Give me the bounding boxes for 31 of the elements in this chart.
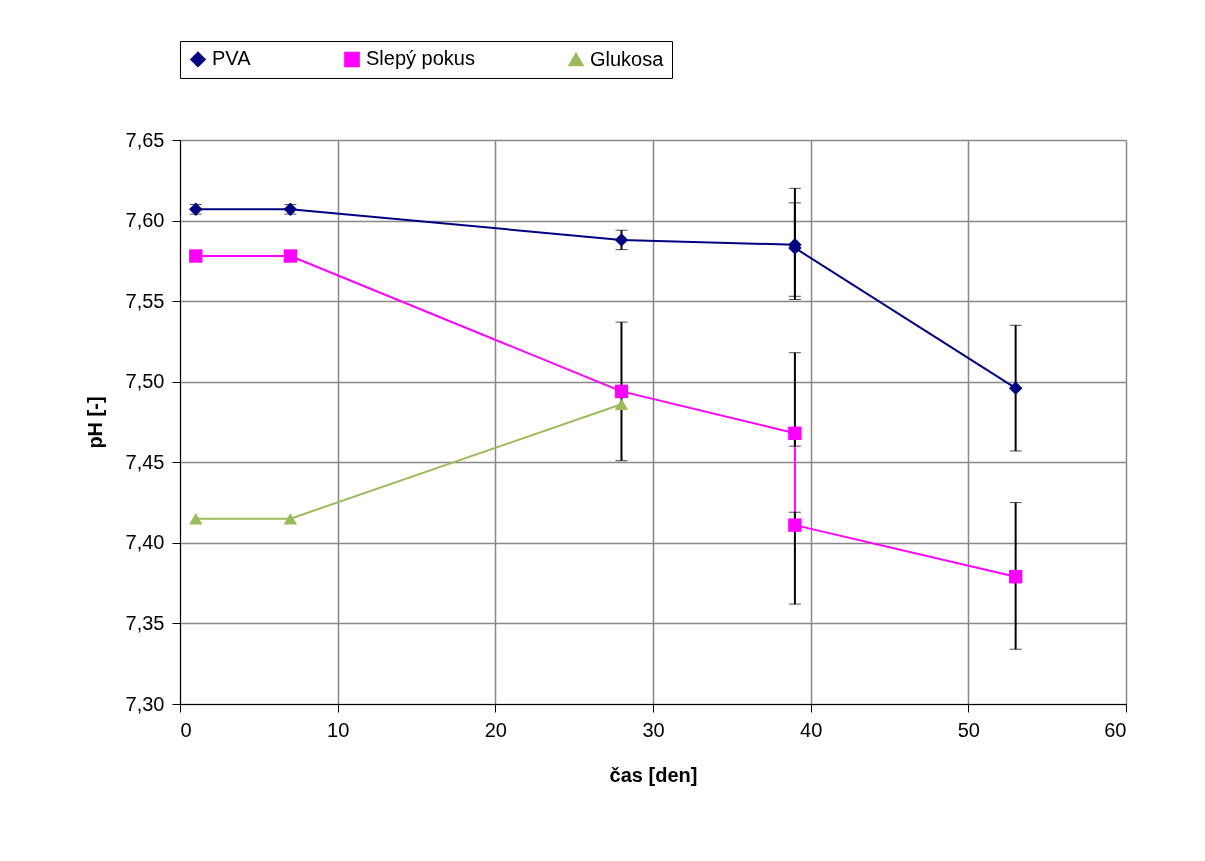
y-tick-label: 7,30: [125, 692, 165, 715]
point: [189, 512, 203, 525]
point: [283, 249, 298, 263]
point: [283, 512, 298, 525]
x-tick-label: 60: [1104, 718, 1127, 741]
y-tick-label: 7,55: [125, 289, 165, 312]
x-tick-label: 50: [957, 718, 980, 741]
x-tick-label: 0: [180, 718, 192, 741]
point: [614, 384, 629, 399]
x-tick-label: 10: [327, 718, 350, 741]
y-axis-title: pH [-]: [83, 396, 106, 449]
point: [788, 426, 802, 440]
y-tick-label: 7,40: [125, 531, 165, 554]
point: [1008, 569, 1023, 584]
point: [788, 518, 802, 532]
point: [614, 398, 629, 411]
legend-label: PVA: [212, 47, 252, 70]
y-tick-label: 7,50: [125, 370, 165, 393]
point: [614, 233, 629, 247]
y-tick-label: 7,65: [125, 128, 165, 151]
x-tick-label: 40: [800, 718, 823, 741]
y-tick-label: 7,45: [125, 450, 165, 473]
x-tick-label: 20: [484, 718, 507, 741]
y-tick-label: 7,35: [125, 611, 165, 634]
point: [189, 249, 203, 263]
x-tick-label: 30: [642, 718, 665, 741]
y-tick-label: 7,60: [125, 209, 165, 232]
point: [1008, 381, 1023, 395]
legend-label: Slepý pokus: [366, 47, 475, 70]
legend-label: Glukosa: [590, 47, 665, 70]
x-axis-title: čas [den]: [609, 763, 698, 786]
